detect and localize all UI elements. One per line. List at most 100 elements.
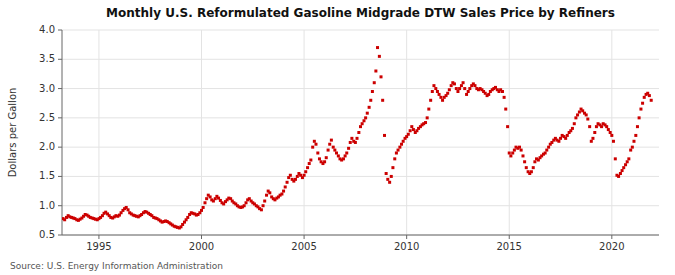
y-tick	[58, 59, 62, 60]
point	[357, 131, 360, 134]
point	[441, 99, 444, 102]
point	[309, 159, 312, 162]
point	[429, 99, 432, 102]
point	[648, 94, 651, 97]
point	[487, 93, 490, 96]
point	[511, 152, 514, 155]
grid-line	[62, 117, 659, 118]
point	[243, 204, 246, 207]
point	[362, 119, 365, 122]
point	[328, 143, 331, 146]
y-tick-label: 0.5	[39, 229, 55, 240]
point	[205, 197, 208, 200]
point	[354, 141, 357, 144]
point	[595, 125, 598, 128]
point	[424, 121, 427, 124]
point	[268, 191, 271, 194]
x-tick	[98, 235, 99, 239]
point	[530, 170, 533, 173]
y-tick-label: 4.0	[39, 24, 55, 35]
point	[525, 166, 528, 169]
point	[369, 99, 372, 102]
point	[393, 157, 396, 160]
grid-line	[406, 30, 407, 235]
grid-line	[62, 59, 659, 60]
x-tick-label: 2015	[497, 241, 522, 252]
point	[547, 146, 550, 149]
point	[282, 190, 285, 193]
point	[448, 88, 451, 91]
point	[289, 174, 292, 177]
point	[402, 140, 405, 143]
point	[627, 157, 630, 160]
point	[373, 81, 376, 84]
point	[590, 140, 593, 143]
point	[566, 134, 569, 137]
point	[431, 90, 434, 93]
point	[332, 146, 335, 149]
point	[453, 82, 456, 85]
point	[467, 90, 470, 93]
point	[626, 160, 629, 163]
point	[617, 175, 620, 178]
point	[376, 46, 379, 49]
point	[412, 128, 415, 131]
point	[245, 201, 248, 204]
point	[544, 152, 547, 155]
point	[456, 90, 459, 93]
grid-line	[509, 30, 510, 235]
point	[557, 140, 560, 143]
point	[450, 84, 453, 87]
point	[591, 137, 594, 140]
point	[186, 216, 189, 219]
y-tick	[58, 205, 62, 206]
grid-line	[62, 88, 659, 89]
point	[371, 90, 374, 93]
y-tick-label: 1.5	[39, 170, 55, 181]
point	[325, 156, 328, 159]
x-axis-line	[62, 235, 659, 236]
point	[388, 181, 391, 184]
grid-line	[98, 30, 99, 235]
point	[446, 92, 449, 95]
x-tick	[509, 235, 510, 239]
point	[460, 84, 463, 87]
point	[407, 133, 410, 136]
point	[574, 116, 577, 119]
point	[465, 93, 468, 96]
point	[386, 178, 389, 181]
point	[395, 152, 398, 155]
point	[296, 175, 299, 178]
y-tick-label: 2.5	[39, 112, 55, 123]
point	[586, 118, 589, 121]
point	[385, 172, 388, 175]
point	[622, 166, 625, 169]
point	[636, 125, 639, 128]
point	[308, 162, 311, 165]
point	[304, 170, 307, 173]
point	[585, 113, 588, 116]
point	[462, 81, 465, 84]
point	[391, 166, 394, 169]
point	[434, 87, 437, 90]
point	[359, 125, 362, 128]
point	[458, 87, 461, 90]
grid	[62, 30, 659, 235]
points	[62, 46, 653, 229]
point	[436, 90, 439, 93]
x-tick	[406, 235, 407, 239]
point	[380, 75, 383, 78]
point	[463, 87, 466, 90]
point	[368, 106, 371, 109]
point	[614, 157, 617, 160]
point	[323, 160, 326, 163]
point	[638, 116, 641, 119]
y-tick	[58, 30, 62, 31]
point	[398, 146, 401, 149]
grid-line	[201, 30, 202, 235]
y-tick	[58, 235, 62, 236]
grid-line	[62, 235, 659, 236]
point	[306, 166, 309, 169]
point	[409, 129, 412, 132]
point	[344, 154, 347, 157]
